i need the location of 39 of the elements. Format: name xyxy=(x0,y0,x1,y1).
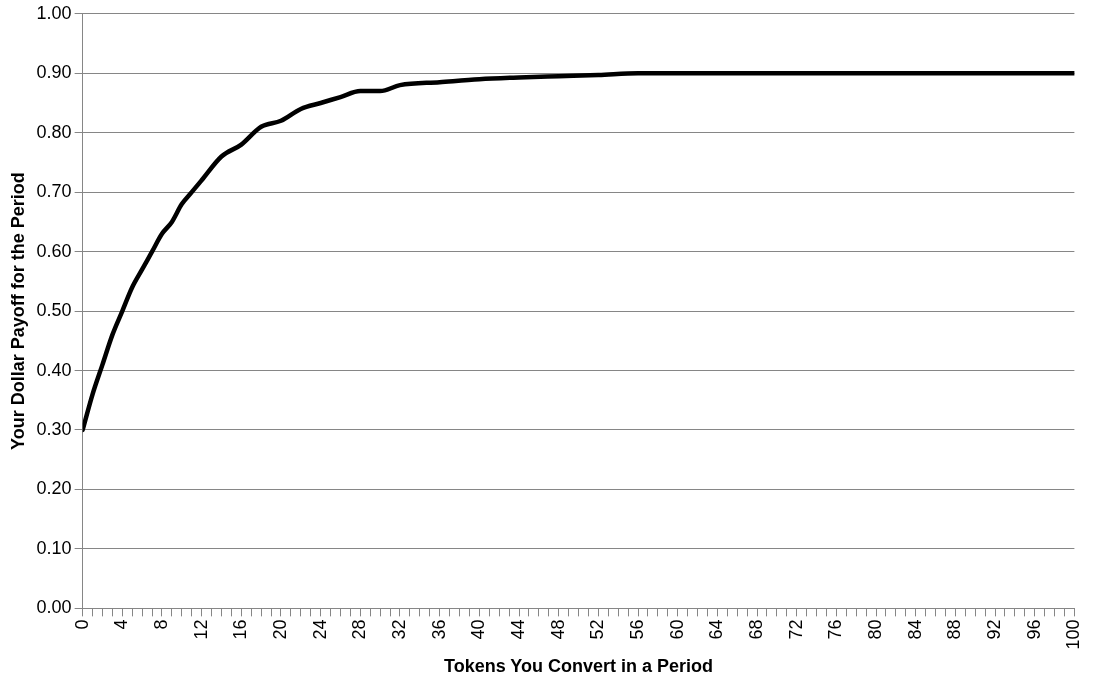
x-tick-label: 40 xyxy=(468,619,489,640)
y-tick-label: 0.60 xyxy=(36,240,72,261)
x-tick-label: 84 xyxy=(904,619,925,640)
y-tick-label: 0.00 xyxy=(36,597,72,618)
x-tick-label: 12 xyxy=(190,619,211,640)
x-tick-label: 100 xyxy=(1063,619,1084,650)
y-tick-label: 0.10 xyxy=(36,537,72,558)
x-tick-label: 68 xyxy=(746,619,766,640)
x-tick-label: 28 xyxy=(349,619,370,640)
x-axis-title: Tokens You Convert in a Period xyxy=(443,656,714,677)
x-tick-label: 8 xyxy=(150,619,171,630)
y-tick-label: 1.00 xyxy=(36,2,72,23)
x-tick-label: 24 xyxy=(309,619,330,640)
y-tick-label: 0.90 xyxy=(36,62,72,83)
y-tick-label: 0.80 xyxy=(36,121,72,142)
x-tick-label: 0 xyxy=(71,619,92,630)
y-axis-title: Your Dollar Payoff for the Period xyxy=(7,172,28,450)
x-tick-label: 44 xyxy=(507,619,528,640)
x-tick-label: 76 xyxy=(825,619,846,640)
x-tick-label: 96 xyxy=(1023,619,1044,640)
x-tick-label: 16 xyxy=(230,619,251,640)
x-tick-label: 60 xyxy=(666,619,687,640)
x-tick-label: 88 xyxy=(944,619,965,640)
x-tick-label: 48 xyxy=(547,619,568,640)
y-tick-label: 0.70 xyxy=(36,181,72,202)
x-tick-label: 92 xyxy=(984,619,1005,640)
x-tick-label: 36 xyxy=(428,619,449,640)
x-tick-label: 52 xyxy=(587,619,608,640)
x-tick-label: 32 xyxy=(388,619,409,640)
y-tick-label: 0.50 xyxy=(36,300,72,321)
x-tick-label: 80 xyxy=(865,619,886,640)
y-tick-label: 0.30 xyxy=(36,418,72,439)
x-tick-label: 20 xyxy=(269,619,290,640)
y-tick-label: 0.40 xyxy=(36,359,72,380)
x-tick-label: 64 xyxy=(706,619,727,640)
x-tick-label: 4 xyxy=(111,619,132,630)
x-tick-label: 56 xyxy=(626,619,647,640)
x-tick-label: 72 xyxy=(785,619,806,640)
y-tick-label: 0.20 xyxy=(36,478,72,499)
